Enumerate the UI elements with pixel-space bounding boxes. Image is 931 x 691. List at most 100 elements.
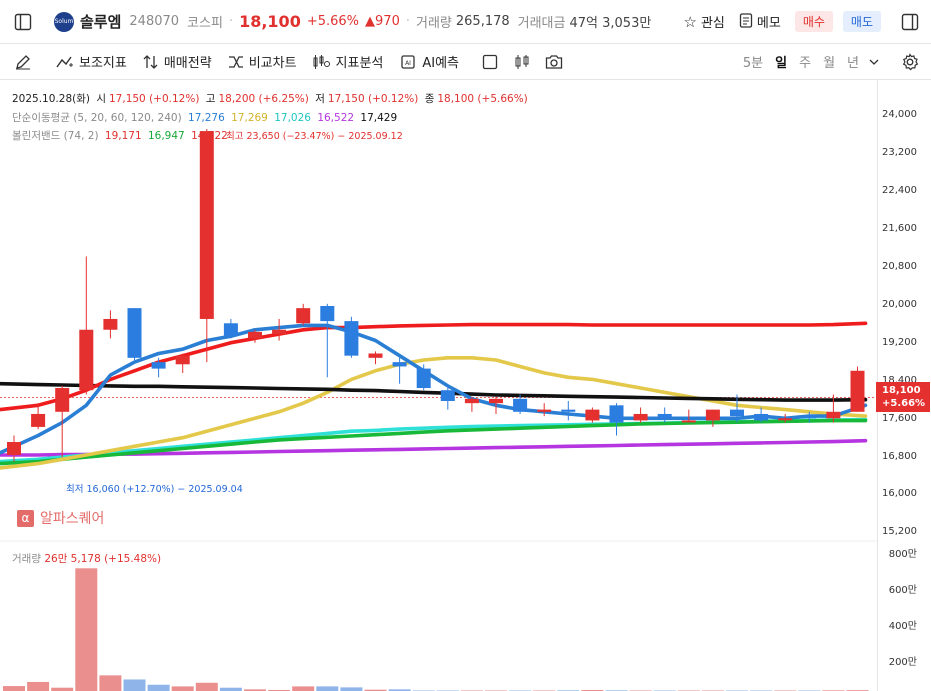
sell-button[interactable]: 매도	[842, 11, 881, 32]
ma20-value: 17,269	[231, 112, 268, 124]
aux-indicator-label: 보조지표	[79, 56, 127, 71]
ai-forecast-button[interactable]: AI AI예측	[399, 52, 459, 71]
square-icon[interactable]	[479, 51, 501, 73]
analysis-button[interactable]: 지표분석	[313, 52, 383, 71]
candle-body	[778, 418, 793, 421]
candle-body	[272, 329, 287, 335]
volume-bar	[99, 675, 122, 691]
watch-button[interactable]: ☆ 관심	[683, 12, 725, 32]
volume-bar	[364, 689, 387, 691]
divider-dot: ·	[405, 14, 410, 29]
volume-panel-label: 거래량	[12, 553, 41, 565]
candle-body	[826, 411, 841, 419]
amount-label: 거래대금	[517, 16, 566, 31]
volume-bar	[171, 686, 194, 691]
info-date: 2025.10.28(화)	[12, 93, 90, 105]
price-tick: 19,200	[882, 337, 917, 348]
svg-text:AI: AI	[405, 60, 411, 67]
camera-icon[interactable]	[543, 51, 565, 73]
current-price-tag: 18,100 +5.66%	[876, 382, 930, 412]
price-tick: 16,800	[882, 451, 917, 462]
candle-body	[850, 370, 865, 412]
indicator-icon	[56, 56, 73, 67]
memo-icon	[739, 12, 753, 32]
ma5-value: 17,276	[188, 112, 225, 124]
close-label: 종	[424, 93, 435, 105]
shuffle-icon	[228, 55, 243, 68]
watermark: α 알파스퀘어	[17, 508, 104, 528]
pencil-icon[interactable]	[12, 51, 34, 73]
ma60-value: 17,026	[274, 112, 311, 124]
candle-body	[199, 131, 214, 319]
candle-search-icon	[313, 54, 330, 69]
bb-info[interactable]: 볼린저밴드 (74, 2) 19,171 16,947 14,722	[12, 128, 231, 143]
high-label: 고	[205, 93, 216, 105]
panel-toggle-icon[interactable]	[899, 11, 921, 33]
period-5min[interactable]: 5분	[742, 56, 764, 71]
volume-bar	[219, 687, 242, 691]
volume-tick: 200만	[888, 657, 917, 668]
candle-body	[440, 390, 455, 401]
ma120-value: 16,522	[317, 112, 355, 124]
bb-lower-value: 14,722	[191, 130, 228, 142]
strategy-button[interactable]: 매매전략	[143, 52, 212, 71]
price-tick: 23,200	[882, 147, 917, 158]
ma240-value: 17,429	[360, 112, 398, 124]
period-month[interactable]: 월	[823, 56, 836, 71]
amount-value: 47억 3,053만	[569, 16, 652, 31]
period-year[interactable]: 년	[847, 56, 859, 71]
stock-code: 248070	[129, 14, 180, 29]
memo-button[interactable]: 메모	[739, 12, 781, 32]
watermark-text: 알파스퀘어	[40, 511, 105, 527]
ma-info[interactable]: 단순이동평균 (5, 20, 60, 120, 240) 17,276 17,2…	[12, 110, 400, 125]
price-chart[interactable]	[0, 80, 877, 691]
buy-button[interactable]: 매수	[794, 11, 833, 32]
gear-icon[interactable]	[899, 51, 921, 73]
close-value: 18,100 (+5.66%)	[437, 93, 528, 105]
ma240-line	[0, 381, 868, 402]
star-icon: ☆	[683, 12, 697, 31]
candle-body	[489, 398, 503, 404]
volume-tick: 600만	[888, 585, 917, 596]
volume-label: 거래량	[415, 16, 452, 31]
low-note: 최저 16,060 (+12.70%) − 2025.09.04	[66, 484, 243, 495]
watch-label: 관심	[700, 16, 725, 31]
candle-body	[175, 355, 190, 365]
volume-panel-value: 26만 5,178 (+15.48%)	[44, 553, 162, 565]
volume-bar	[340, 687, 363, 691]
candle-body	[79, 329, 94, 391]
candle-body	[513, 398, 528, 412]
company-logo: Solum	[54, 11, 74, 32]
low-label: 저	[315, 93, 325, 105]
aux-indicator-button[interactable]: 보조지표	[56, 52, 127, 71]
candle-body	[7, 442, 21, 455]
volume-bar	[292, 686, 315, 691]
price-tick: 18,400	[882, 375, 917, 386]
alpha-logo-icon: α	[17, 509, 34, 527]
candle-body	[705, 409, 720, 421]
candle-body	[754, 413, 769, 421]
candle-body	[344, 321, 359, 356]
change-percent: +5.66%	[306, 14, 360, 29]
candle-body	[223, 323, 238, 337]
period-week[interactable]: 주	[799, 56, 812, 71]
compare-label: 비교차트	[248, 56, 297, 71]
candle-body	[537, 409, 552, 412]
chevron-down-icon[interactable]	[863, 51, 885, 73]
candle-body	[657, 413, 672, 419]
volume-bar	[388, 689, 411, 691]
market-name: 코스피	[187, 16, 223, 31]
chart-toolbar: 보조지표 매매전략 비교차트 지표분석 AI AI예측 5분 일 주 월 년	[0, 44, 931, 80]
candle-body	[464, 398, 479, 404]
period-day[interactable]: 일	[775, 56, 788, 71]
candle-body	[392, 362, 407, 367]
bb-upper-value: 19,171	[104, 130, 142, 142]
volume-bar	[3, 686, 25, 691]
candle-body	[416, 368, 431, 389]
volume-bar	[316, 686, 339, 691]
compare-button[interactable]: 비교차트	[228, 52, 297, 71]
ai-chip-icon: AI	[401, 54, 416, 69]
candlestick-icon[interactable]	[511, 51, 533, 73]
sidebar-toggle-icon[interactable]	[12, 11, 34, 33]
candle-body	[103, 318, 118, 330]
